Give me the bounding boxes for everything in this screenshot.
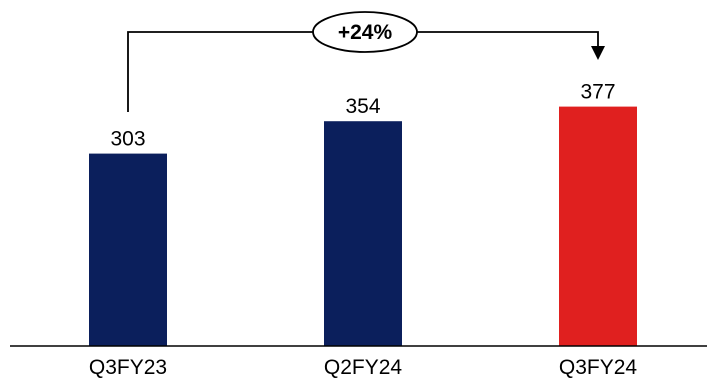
growth-arrow-head: [591, 46, 605, 60]
growth-annotation: +24%: [127, 11, 605, 112]
value-labels-group: 303 354 377: [110, 81, 615, 151]
tick-label-q3fy24: Q3FY24: [559, 356, 638, 379]
bars-group: [89, 106, 637, 347]
tick-label-q3fy23: Q3FY23: [89, 356, 167, 379]
tick-labels-group: Q3FY23 Q2FY24 Q3FY24: [89, 356, 638, 379]
growth-percentage-label: +24%: [338, 21, 393, 44]
value-label-q3fy23: 303: [110, 128, 145, 151]
tick-label-q2fy24: Q2FY24: [324, 356, 403, 379]
value-label-q2fy24: 354: [345, 95, 380, 118]
value-label-q3fy24: 377: [580, 81, 615, 104]
growth-bubble: [312, 11, 418, 53]
bar-q3fy23: [89, 153, 167, 346]
bar-q3fy24: [559, 106, 637, 346]
bar-q2fy24: [324, 121, 402, 347]
